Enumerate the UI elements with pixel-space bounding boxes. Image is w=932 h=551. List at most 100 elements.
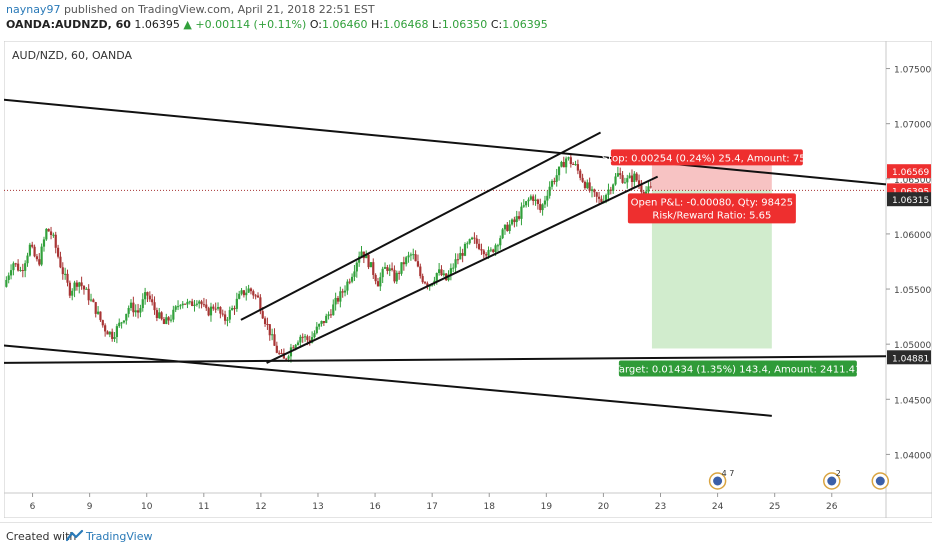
candle-body [402,262,405,265]
candle-body [353,271,356,277]
price-tag-label: 1.06569 [892,168,929,178]
candle-body [513,219,516,223]
candle-body [583,181,587,189]
candle-body [379,277,382,287]
candle-body [271,334,274,336]
price-tag-box [887,164,931,179]
candle-body [101,320,104,326]
candle-body [40,246,43,265]
risk-zone [651,162,772,191]
candle-body [649,186,652,188]
candle-body [26,255,29,264]
candle-body [327,314,330,316]
x-tick-label: 13 [312,502,323,512]
candle-body [593,189,596,193]
author-link[interactable]: naynay97 [6,3,61,16]
candle-body [31,244,34,247]
candle-body [235,298,238,309]
candle-body [360,251,363,257]
candle-body [492,249,495,252]
candle-body [184,303,187,305]
x-tick-label: 18 [484,502,496,512]
candle-body [449,268,452,275]
candle-body [454,259,457,268]
candle-body [207,308,210,316]
event-count-label: 2 [836,469,841,478]
candle-body [332,304,335,316]
candle-body [372,262,375,275]
candle-body [409,254,412,256]
candle-body [630,175,634,183]
candle-body [637,180,641,185]
candle-body [489,249,492,251]
candle-body [438,269,441,274]
candle-body [412,254,415,256]
x-tick-label: 25 [769,502,780,512]
candle-body [245,292,248,296]
candle-body [572,164,575,166]
candle-body [480,249,483,251]
candle-body [256,295,260,298]
candle-body [459,253,462,260]
candle-body [315,326,318,334]
candle-body [478,243,481,250]
candle-body [388,268,391,271]
candle-body [560,161,563,167]
candle-body [562,161,565,168]
candle-body [510,219,514,225]
tradingview-brand-link[interactable]: TradingView [86,530,153,543]
risk-reward-label: Risk/Reward Ratio: 5.65 [652,210,771,221]
candle-body [85,288,88,290]
chart-header: naynay97 published on TradingView.com, A… [0,0,932,34]
event-flag-inner-icon [827,476,837,486]
candle-body [202,304,206,306]
candle-body [628,175,631,179]
candle-body [588,182,591,191]
y-tick-label: 1.04000 [894,451,931,461]
x-tick-label: 20 [598,502,610,512]
candle-body [496,245,500,247]
candle-body [414,254,417,262]
candle-body [473,237,476,239]
candle-body [174,306,177,310]
candle-body [579,170,582,178]
candle-body [148,295,151,300]
candle-body [619,173,622,176]
price-chart[interactable]: 1.07500 1.07000 1.06500 1.06000 1.05500 1.050… [1,40,932,519]
candle-body [120,322,123,324]
candle-body [75,282,79,287]
candle-body [82,285,86,290]
candle-body [343,290,347,293]
candle-body [49,231,53,235]
candle-body [212,306,215,309]
candle-body [306,336,309,340]
candle-body [407,255,410,258]
candle-body [191,301,194,306]
candle-body [162,319,166,324]
candle-body [73,282,76,291]
candle-body [426,283,429,287]
candle-body [553,180,556,182]
candle-body [550,180,554,187]
candle-body [275,345,278,353]
tradingview-logo-icon [66,529,84,542]
candle-body [586,182,589,189]
candle-body [28,244,31,256]
candle-body [529,196,532,200]
candle-body [223,314,227,321]
candle-body [61,267,64,275]
trend-line [1,355,887,364]
candle-body [640,184,643,193]
candle-body [536,199,540,204]
open-value: 1.06460 [321,18,368,31]
candle-body [600,198,603,203]
x-tick-label: 24 [712,502,724,512]
candle-body [7,275,10,280]
candle-body [233,308,236,310]
candle-body [19,270,22,272]
trend-line [266,175,659,364]
trend-line [1,98,887,186]
chart-area[interactable]: 1.07500 1.07000 1.06500 1.06000 1.05500 1.050… [1,40,932,519]
candle-body [299,336,302,343]
open-label: O: [309,18,322,31]
